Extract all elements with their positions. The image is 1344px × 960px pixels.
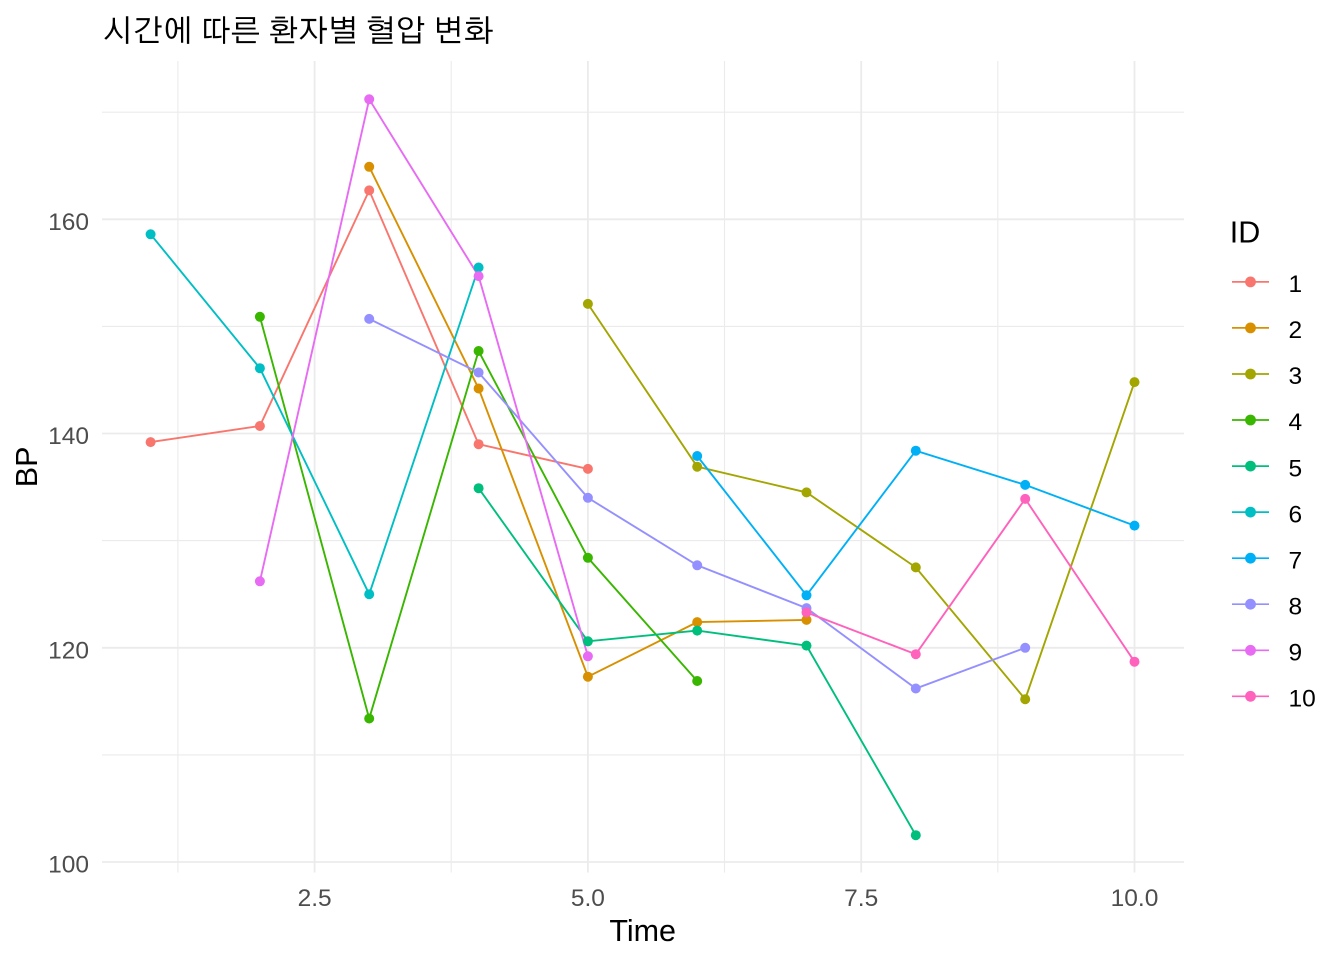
svg-text:2.5: 2.5 (298, 885, 332, 912)
svg-text:1: 1 (1289, 271, 1303, 298)
svg-text:7: 7 (1289, 547, 1303, 574)
svg-text:140: 140 (48, 423, 89, 450)
svg-text:10: 10 (1289, 686, 1316, 713)
svg-text:9: 9 (1289, 640, 1303, 667)
svg-text:7.5: 7.5 (844, 885, 878, 912)
svg-text:2: 2 (1289, 317, 1303, 344)
svg-text:6: 6 (1289, 501, 1303, 528)
svg-text:BP: BP (10, 447, 44, 488)
svg-text:100: 100 (48, 852, 89, 879)
svg-text:4: 4 (1289, 409, 1303, 436)
svg-text:10.0: 10.0 (1111, 885, 1159, 912)
svg-text:5: 5 (1289, 455, 1303, 482)
svg-text:ID: ID (1230, 215, 1261, 249)
svg-text:5.0: 5.0 (571, 885, 605, 912)
svg-text:Time: Time (609, 914, 676, 948)
svg-text:120: 120 (48, 637, 89, 664)
svg-text:3: 3 (1289, 363, 1303, 390)
svg-text:160: 160 (48, 209, 89, 236)
svg-text:8: 8 (1289, 594, 1303, 621)
